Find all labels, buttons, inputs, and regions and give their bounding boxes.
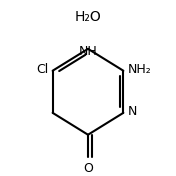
Text: NH: NH bbox=[79, 45, 97, 58]
Text: O: O bbox=[83, 162, 93, 175]
Text: H₂O: H₂O bbox=[75, 10, 101, 24]
Text: N: N bbox=[128, 105, 137, 118]
Text: Cl: Cl bbox=[36, 63, 48, 76]
Text: NH₂: NH₂ bbox=[128, 63, 151, 76]
